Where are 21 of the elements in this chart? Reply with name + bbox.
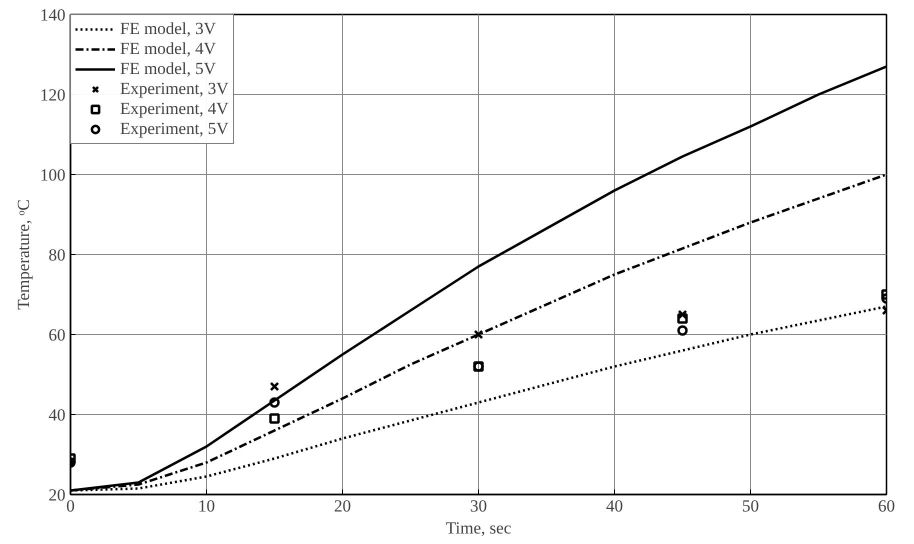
y-axis-title: Temperature, ᵒC <box>14 199 33 310</box>
y-tick-label: 40 <box>48 406 66 424</box>
legend-label: FE model, 4V <box>120 39 216 59</box>
x-tick-label: 60 <box>878 496 895 516</box>
x-tick-label: 30 <box>470 496 487 516</box>
legend-label: FE model, 3V <box>120 19 216 39</box>
x-tick-label: 50 <box>742 496 759 516</box>
y-tick-label: 80 <box>48 246 66 264</box>
y-tick-label: 120 <box>40 86 66 104</box>
x-tick-label: 10 <box>198 496 215 516</box>
y-tick-label: 140 <box>40 6 66 24</box>
legend-label: Experiment, 3V <box>120 79 229 99</box>
x-tick-label: 40 <box>606 496 623 516</box>
legend-label: Experiment, 5V <box>120 119 229 139</box>
x-axis-title: Time, sec <box>446 518 512 538</box>
x-tick-label: 20 <box>334 496 351 516</box>
legend-label: Experiment, 4V <box>120 99 229 119</box>
y-tick-label: 100 <box>40 166 66 184</box>
legend-label: FE model, 5V <box>120 59 216 79</box>
x-tick-label: 0 <box>66 496 75 516</box>
y-tick-label: 60 <box>48 326 66 344</box>
